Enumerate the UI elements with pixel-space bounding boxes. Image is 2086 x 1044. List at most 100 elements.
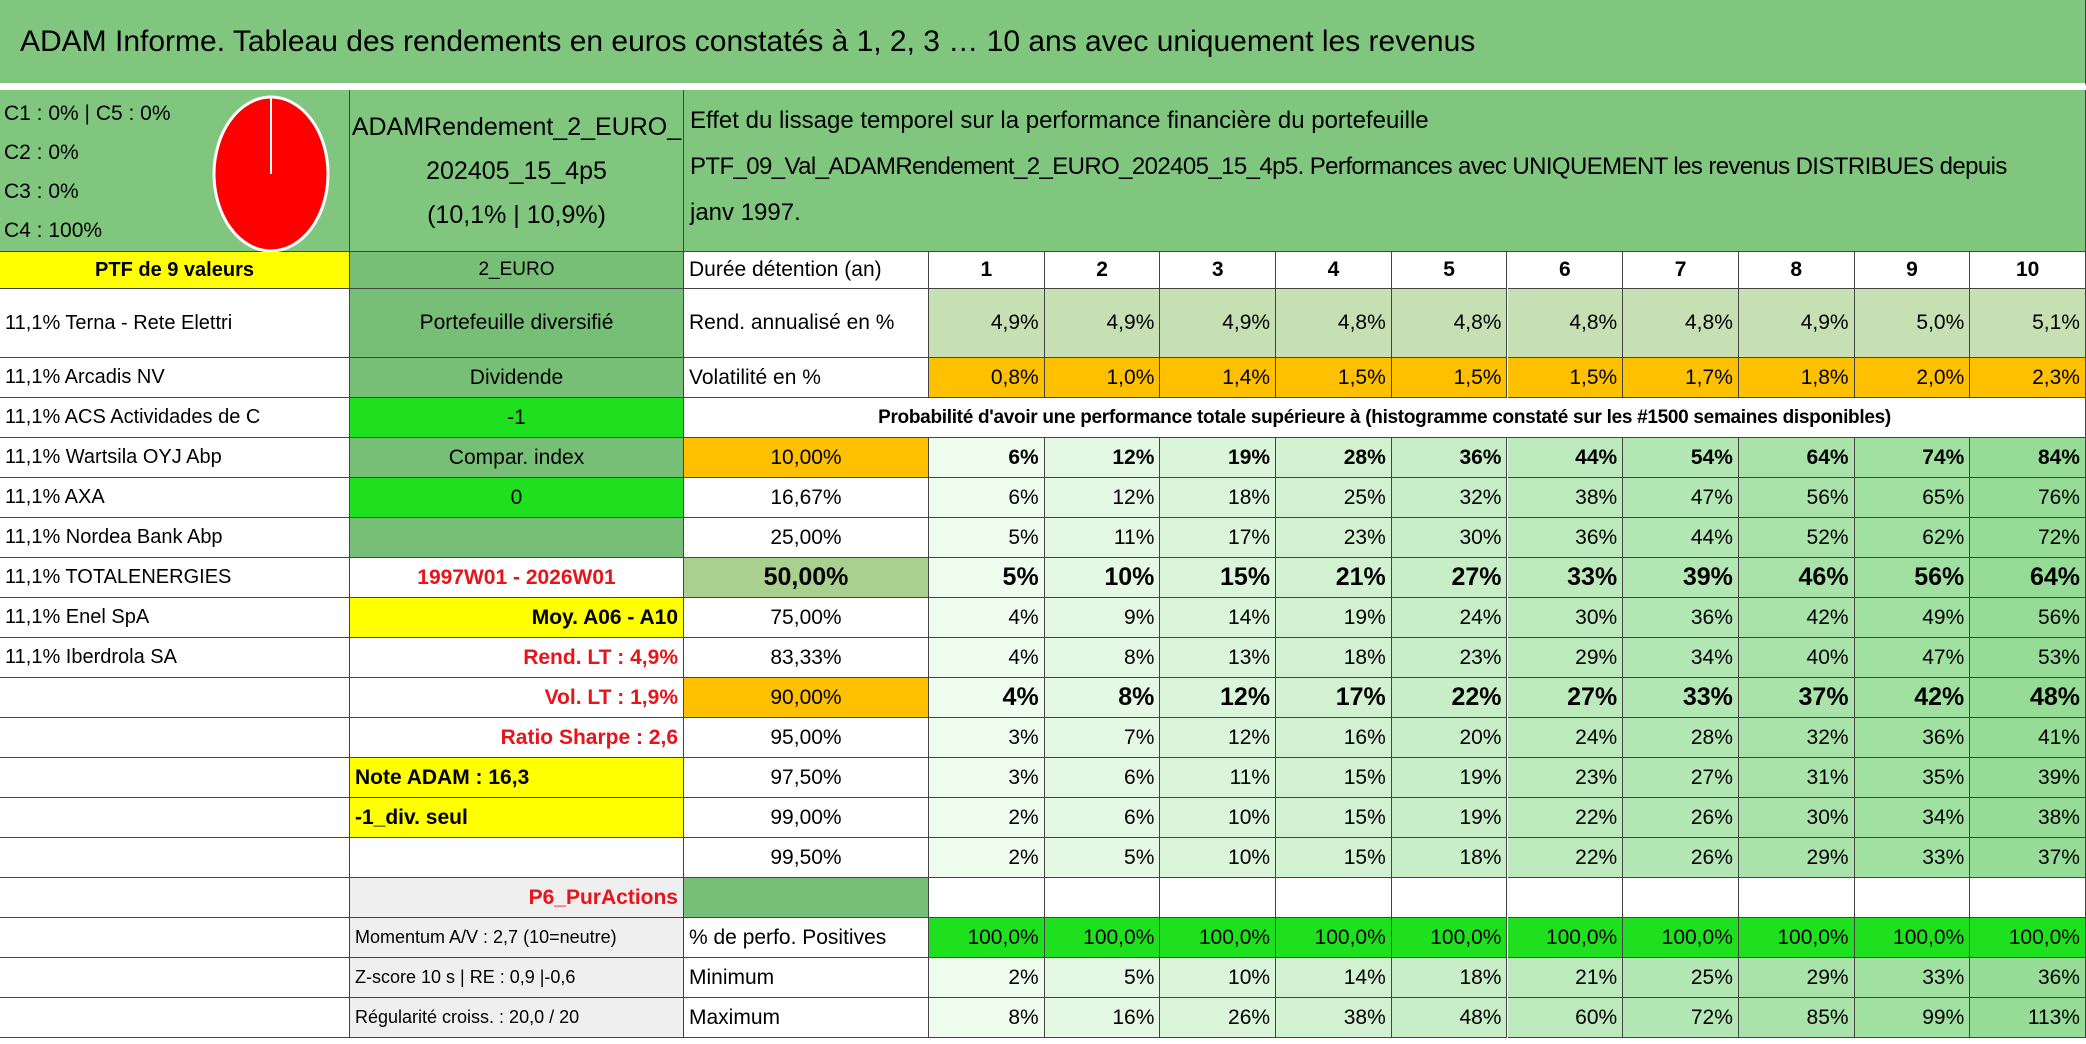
cell-text: 97,50% xyxy=(770,765,842,789)
cell: 36% xyxy=(1391,438,1508,478)
cell: 53% xyxy=(1970,638,2086,678)
cell-text: Dividende xyxy=(469,365,564,389)
cell: 5,0% xyxy=(1854,289,1971,358)
cell: 29% xyxy=(1507,638,1624,678)
cell: 84% xyxy=(1970,438,2086,478)
cell: 99,50% xyxy=(684,838,929,878)
cell-text: 12% xyxy=(1112,445,1155,469)
cell xyxy=(1854,878,1971,918)
cell: 22% xyxy=(1391,678,1508,718)
cell-text: 17% xyxy=(1335,683,1386,711)
cell: 28% xyxy=(1623,718,1739,758)
cell-text: 23% xyxy=(1575,765,1618,789)
cell: 25% xyxy=(1276,478,1392,518)
cell-text: 100,0% xyxy=(1545,925,1618,949)
cell-text: 11,1% Terna - Rete Elettri xyxy=(5,311,233,334)
cell-text: 31% xyxy=(1806,765,1849,789)
cell: 52% xyxy=(1738,518,1855,558)
cell-text: 15% xyxy=(1343,805,1386,829)
cell: 22% xyxy=(1507,838,1624,878)
cell: 100,0% xyxy=(1391,918,1508,958)
cell-text: 3 xyxy=(1211,258,1224,281)
cell-text: 33% xyxy=(1922,845,1965,869)
cell: 100,0% xyxy=(1507,918,1624,958)
cell-text: 29% xyxy=(1575,645,1618,669)
cell-text: -1 xyxy=(507,405,526,429)
cell-text: 39% xyxy=(2037,765,2080,789)
cell-text: 33% xyxy=(1922,965,1965,989)
cell: 27% xyxy=(1507,678,1624,718)
cell-text: 3% xyxy=(1008,765,1039,789)
cell-text: Vol. LT : 1,9% xyxy=(544,685,678,709)
cell: -1 xyxy=(350,398,684,438)
cell: 44% xyxy=(1623,518,1739,558)
cell: 8% xyxy=(1044,638,1161,678)
cell: 18% xyxy=(1276,638,1392,678)
cell-text: 6% xyxy=(1124,805,1155,829)
cell-text: 25% xyxy=(1343,485,1386,509)
cell: 42% xyxy=(1738,598,1855,638)
cell: Dividende xyxy=(350,358,684,398)
cell: 31% xyxy=(1738,758,1855,798)
cell: 3% xyxy=(929,758,1045,798)
cell: 5% xyxy=(929,558,1045,598)
cell: 2% xyxy=(929,838,1045,878)
cell: 30% xyxy=(1738,798,1855,838)
description-line: Effet du lissage temporel sur la perform… xyxy=(690,107,1429,134)
cell-text: 41% xyxy=(2037,725,2080,749)
cell-text: 100,0% xyxy=(2008,925,2080,949)
cell: 4,9% xyxy=(1160,289,1277,358)
cell-text: 28% xyxy=(1343,445,1386,469)
cell: 14% xyxy=(1160,598,1277,638)
cell: Probabilité d'avoir une performance tota… xyxy=(684,398,2086,438)
cell-text: 48% xyxy=(2029,683,2080,711)
cell: 100,0% xyxy=(1160,918,1277,958)
cell: 1 xyxy=(929,252,1045,289)
cell: Régularité croiss. : 20,0 / 20 xyxy=(350,998,684,1038)
cell-text: 27% xyxy=(1451,563,1502,591)
cell: 10% xyxy=(1160,958,1277,998)
cell-text: 4 xyxy=(1327,258,1340,281)
cell-text: 14% xyxy=(1343,965,1386,989)
cell: 39% xyxy=(1970,758,2086,798)
allocation-line: C2 : 0% xyxy=(4,141,79,164)
cell: 33% xyxy=(1623,678,1739,718)
cell: % de perfo. Positives xyxy=(684,918,929,958)
cell: 100,0% xyxy=(929,918,1045,958)
cell: 113% xyxy=(1970,998,2086,1038)
cell: 16% xyxy=(1276,718,1392,758)
cell-text: 4,8% xyxy=(1685,311,1733,334)
cell: 5% xyxy=(929,518,1045,558)
cell-text: Rend. LT : 4,9% xyxy=(523,645,678,669)
cell: 1,8% xyxy=(1738,358,1855,398)
cell: 6% xyxy=(929,478,1045,518)
cell-text: 12% xyxy=(1112,485,1155,509)
cell-text: 1,8% xyxy=(1800,365,1849,389)
cell-text: 18% xyxy=(1228,485,1271,509)
cell xyxy=(1276,878,1392,918)
cell-text: 21% xyxy=(1335,563,1386,591)
cell: Rend. LT : 4,9% xyxy=(350,638,684,678)
cell: 47% xyxy=(1623,478,1739,518)
cell-text: 7 xyxy=(1674,258,1687,281)
cell: 6% xyxy=(1044,758,1161,798)
cell: 46% xyxy=(1738,558,1855,598)
cell: 23% xyxy=(1391,638,1508,678)
cell-text: 64% xyxy=(1806,445,1849,469)
cell-text: Rend. annualisé en % xyxy=(689,311,895,334)
cell: 19% xyxy=(1276,598,1392,638)
cell-text: 4,9% xyxy=(990,311,1039,334)
cell: 33% xyxy=(1507,558,1624,598)
cell: 1,5% xyxy=(1507,358,1624,398)
cell-text: 1,5% xyxy=(1453,365,1502,389)
cell: 16% xyxy=(1044,998,1161,1038)
cell: 56% xyxy=(1738,478,1855,518)
cell-text: 11,1% Arcadis NV xyxy=(5,366,165,388)
cell-text: 6% xyxy=(1124,765,1155,789)
cell-text: Ratio Sharpe : 2,6 xyxy=(500,725,678,749)
cell-text: 34% xyxy=(1690,645,1733,669)
cell: 76% xyxy=(1970,478,2086,518)
cell: 29% xyxy=(1738,958,1855,998)
cell-text: 99,00% xyxy=(770,805,842,829)
